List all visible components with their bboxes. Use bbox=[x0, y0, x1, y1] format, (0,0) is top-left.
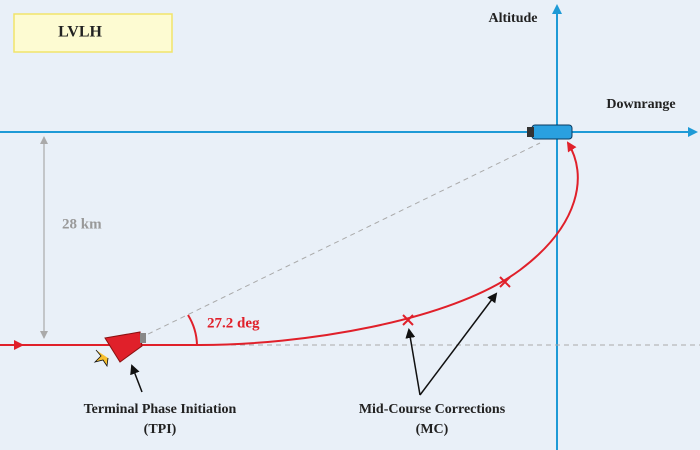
frame-label: LVLH bbox=[58, 24, 102, 41]
target bbox=[527, 124, 573, 140]
frame-box bbox=[13, 13, 173, 53]
mc-abbr: (MC) bbox=[416, 422, 449, 437]
angle-label: 27.2 deg bbox=[207, 315, 260, 331]
altitude-label: Altitude bbox=[489, 11, 538, 26]
dimension-label: 28 km bbox=[62, 216, 102, 232]
line-of-sight bbox=[139, 142, 541, 339]
angle-arc bbox=[187, 314, 198, 346]
mc-arrow bbox=[405, 328, 421, 396]
chaser bbox=[93, 331, 146, 368]
tpi-arrow bbox=[130, 364, 143, 393]
mc-title: Mid-Course Corrections bbox=[359, 402, 506, 417]
trajectory bbox=[0, 141, 579, 346]
tpi-title: Terminal Phase Initiation bbox=[84, 402, 237, 417]
tpi-abbr: (TPI) bbox=[144, 422, 177, 437]
mc-marks bbox=[402, 276, 511, 326]
mc-arrow bbox=[419, 292, 498, 396]
downrange-label: Downrange bbox=[606, 97, 675, 112]
